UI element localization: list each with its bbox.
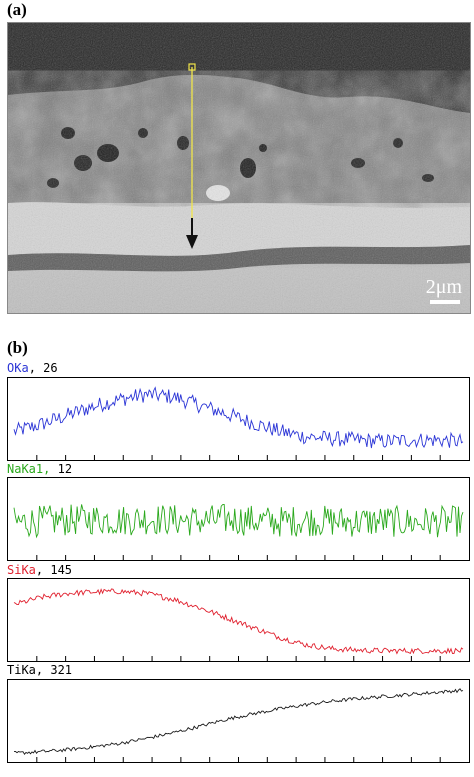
trace-box-si [7,578,470,662]
element-ti-name: TiKa [7,663,36,677]
scale-bar [430,300,460,304]
trace-si-line [13,588,464,655]
trace-si-plot [13,588,464,661]
line-scan-arrow-head [186,235,198,249]
element-o-count: 26 [43,361,58,375]
sem-image [8,23,470,313]
panel-b-label: (b) [7,338,28,357]
trace-box-ti [7,679,470,763]
trace-label-o: OKa, 26 [7,361,58,375]
trace-ti-line [13,688,464,755]
sem-micrograph: 2μm [7,22,471,314]
trace-label-si: SiKa, 145 [7,563,73,577]
element-na-count: 12 [57,462,73,476]
trace-na-plot [13,504,464,560]
trace-label-ti: TiKa, 321 [7,663,73,677]
element-si-count: 145 [50,563,73,577]
line-scan-start-marker [188,63,196,71]
trace-o-line [13,386,464,449]
trace-o-plot [13,386,464,460]
trace-label-na: NaKa1, 12 [7,462,72,476]
trace-ti-plot [13,688,464,762]
element-o-name: OKa [7,361,29,375]
scale-bar-label: 2μm [425,276,462,298]
trace-box-o [7,377,470,461]
trace-box-na [7,477,470,561]
panel-a-label: (a) [7,0,27,19]
element-si-name: SiKa [7,563,36,577]
element-na-name: NaKa1, [7,462,51,476]
element-ti-count: 321 [50,663,73,677]
trace-na-line [13,504,464,539]
